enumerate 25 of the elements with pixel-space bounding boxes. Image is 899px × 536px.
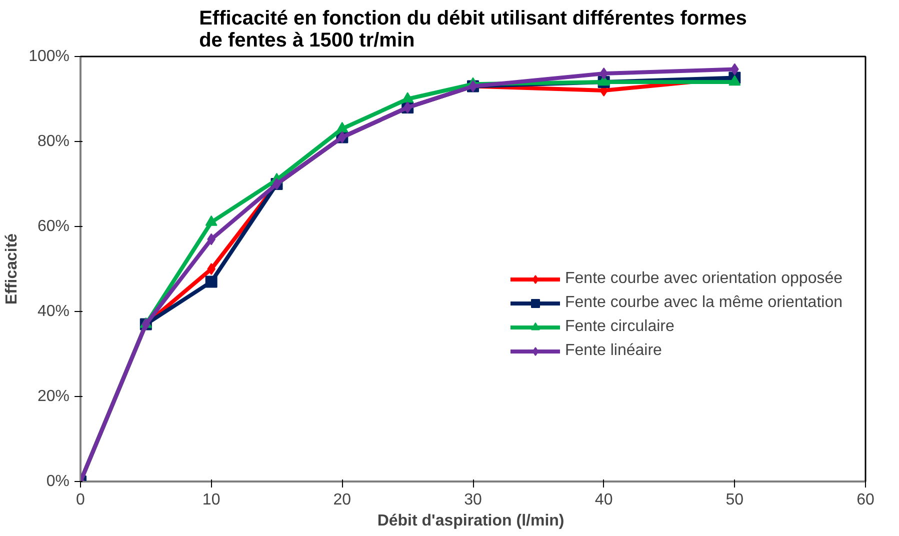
y-axis-title: Efficacité: [4, 233, 21, 305]
y-tick-label: 40%: [37, 303, 70, 320]
x-tick-label: 30: [464, 492, 482, 508]
x-axis-title: Débit d'aspiration (l/min): [377, 512, 564, 530]
y-tick-label: 20%: [37, 388, 70, 405]
legend-label: Fente courbe avec la même orientation: [565, 294, 842, 312]
point: [600, 68, 608, 80]
y-tick-label: 60%: [37, 218, 70, 235]
y-tick-label: 80%: [37, 133, 70, 150]
x-tick-label: 0: [76, 492, 86, 508]
legend-label: Fente linéaire: [565, 342, 662, 360]
x-tick-label: 10: [202, 492, 220, 508]
point: [728, 75, 741, 86]
chart-title: Efficacité en fonction du débit utilisant différentes formes de fentes à 1500 tr/min: [199, 8, 747, 52]
x-tick-label: 60: [856, 492, 874, 508]
y-tick-label: 0%: [46, 473, 70, 490]
x-tick-label: 50: [726, 492, 744, 508]
point: [336, 122, 348, 132]
legend-label: Fente courbe avec orientation opposée: [565, 270, 843, 288]
x-tick-label: 20: [333, 492, 352, 508]
x-tick-label: 40: [594, 492, 613, 508]
legend-label: Fente circulaire: [565, 318, 674, 336]
point: [402, 92, 414, 103]
y-tick-label: 100%: [28, 48, 70, 65]
point: [205, 276, 218, 288]
